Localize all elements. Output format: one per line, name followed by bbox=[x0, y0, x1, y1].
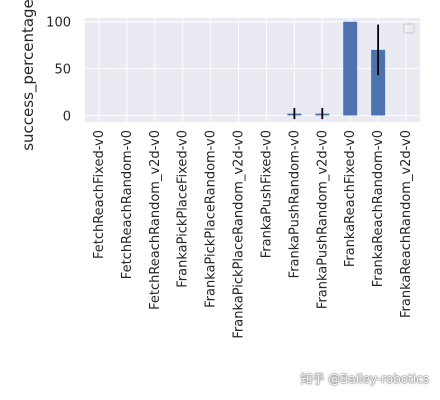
x-tick-label: FrankaReachFixed-v0 bbox=[343, 130, 358, 267]
legend-box bbox=[403, 23, 415, 34]
x-tick-label: FrankaReachRandom-v0 bbox=[371, 130, 386, 287]
x-tick-label: FrankaPickPlaceRandom-v0 bbox=[204, 130, 219, 308]
y-tick-label: 50 bbox=[54, 63, 71, 78]
x-tick-label: FrankaPushRandom_v2d-v0 bbox=[315, 130, 330, 309]
watermark: 知乎 @Bailey-robotics bbox=[300, 372, 429, 386]
error-bars bbox=[293, 24, 380, 120]
x-tick-label: FrankaPickPlaceRandom_v2d-v0 bbox=[232, 130, 247, 339]
bar bbox=[371, 49, 386, 116]
bars bbox=[287, 21, 386, 116]
x-axis-ticks: FetchReachFixed-v0 FetchReachRandom-v0 Fet… bbox=[92, 130, 414, 339]
x-tick-label: FetchReachRandom-v0 bbox=[120, 130, 135, 279]
y-axis-ticks: 0 50 100 bbox=[46, 16, 71, 125]
x-tick-label: FrankaReachRandom_v2d-v0 bbox=[399, 130, 414, 318]
y-tick-label: 100 bbox=[46, 16, 71, 31]
x-tick-label: FrankaPushRandom-v0 bbox=[287, 130, 302, 278]
x-tick-label: FetchReachFixed-v0 bbox=[92, 130, 107, 259]
x-tick-label: FetchReachRandom_v2d-v0 bbox=[148, 130, 163, 310]
y-tick-label: 0 bbox=[63, 109, 71, 124]
x-tick-label: FrankaPickPlaceFixed-v0 bbox=[176, 130, 191, 288]
y-axis-label: success_percentage bbox=[19, 0, 38, 151]
plot-area bbox=[85, 18, 420, 122]
x-tick-label: FrankaPushFixed-v0 bbox=[259, 130, 274, 258]
bar bbox=[343, 21, 358, 116]
